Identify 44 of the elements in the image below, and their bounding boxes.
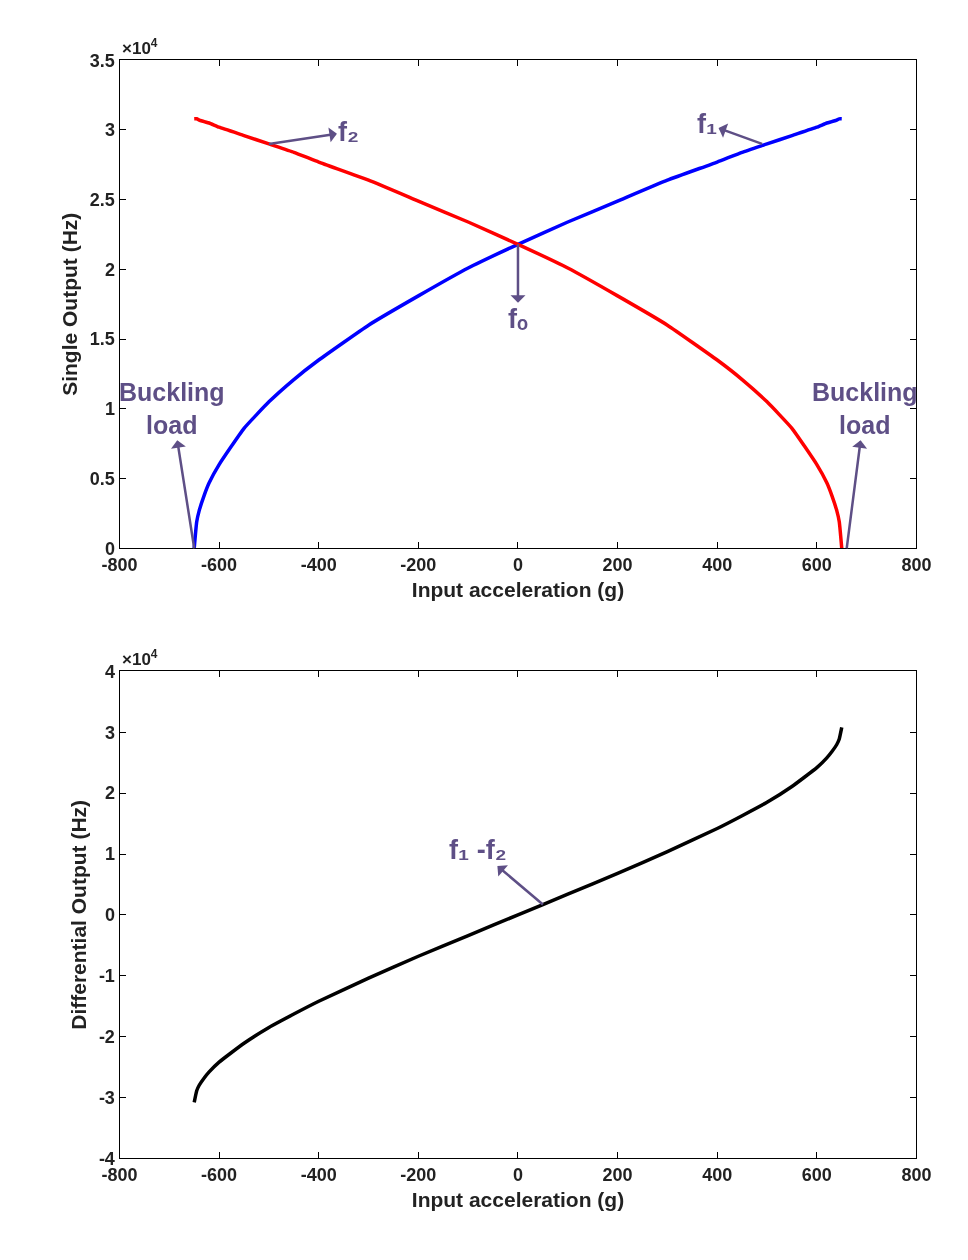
- x-tick-label: -400: [300, 1164, 337, 1185]
- y-axis-title: Differential Output (Hz): [67, 799, 91, 1030]
- annotation: fₒ: [508, 304, 529, 334]
- x-tick-label: -400: [300, 554, 337, 575]
- x-tick-label: 0: [512, 1164, 523, 1185]
- text: ×10$^{4}$: [122, 647, 158, 670]
- y-tick-label: -1: [98, 966, 115, 987]
- y-tick-label: 3: [104, 722, 115, 743]
- x-tick-label: -200: [400, 554, 437, 575]
- y-tick-label: 3: [104, 120, 115, 141]
- annotation: f₁ -f₂: [449, 835, 507, 865]
- x-tick-label: 600: [801, 554, 832, 575]
- x-tick-label: -600: [201, 554, 238, 575]
- x-tick-label: -200: [400, 1164, 437, 1185]
- y-tick-label: 2: [104, 259, 115, 280]
- x-tick-label: 200: [602, 554, 633, 575]
- x-tick-label: 800: [901, 1164, 932, 1185]
- x-axis-title: Input acceleration (g): [411, 1188, 625, 1212]
- x-tick-label: 800: [901, 554, 932, 575]
- y-tick-label: -2: [98, 1026, 115, 1047]
- annotation: f₂: [338, 117, 359, 147]
- annotation: Buckling load: [812, 378, 918, 439]
- y-tick-label: 0: [104, 905, 115, 926]
- y-tick-label: 3.5: [89, 50, 115, 71]
- y-tick-label: 4: [104, 661, 115, 682]
- line-series: [192, 725, 844, 1105]
- x-tick-label: 400: [702, 554, 733, 575]
- x-tick-label: 400: [702, 1164, 733, 1185]
- y-tick-label: 2.5: [89, 189, 115, 210]
- annotation: f₁: [697, 109, 718, 139]
- y-tick-label: 0.5: [89, 468, 115, 489]
- x-axis-title: Input acceleration (g): [411, 578, 625, 602]
- text: ×10$^{4}$: [122, 36, 158, 59]
- y-axis-title: Single Output (Hz): [58, 212, 82, 396]
- y-tick-label: 1.5: [89, 329, 115, 350]
- x-tick-label: 0: [512, 554, 523, 575]
- y-tick-label: 2: [104, 783, 115, 804]
- annotation: Buckling load: [119, 378, 225, 439]
- y-tick-label: 1: [104, 399, 115, 420]
- x-tick-label: 200: [602, 1164, 633, 1185]
- y-tick-label: 1: [104, 844, 115, 865]
- x-tick-label: 600: [801, 1164, 832, 1185]
- x-tick-label: -600: [201, 1164, 238, 1185]
- y-tick-label: -3: [98, 1087, 115, 1108]
